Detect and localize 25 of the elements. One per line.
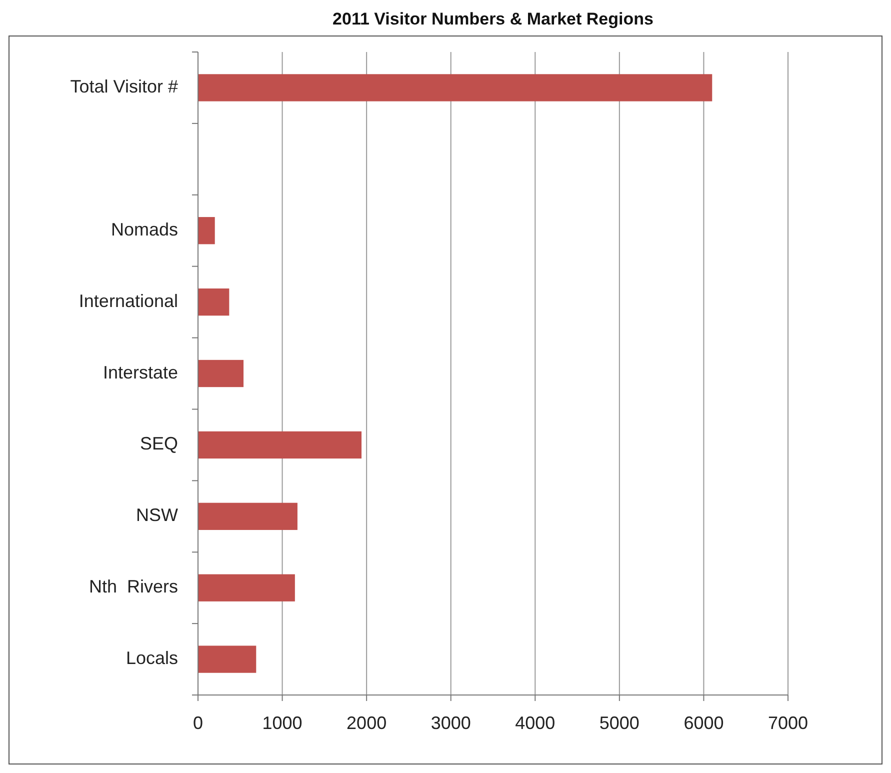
bar (198, 360, 244, 388)
x-tick-label: 1000 (262, 713, 302, 733)
x-tick-label: 3000 (430, 713, 471, 733)
x-tick-label: 6000 (684, 713, 724, 733)
x-tick-label: 2000 (346, 713, 387, 733)
x-tick-label: 0 (192, 713, 204, 733)
bar (198, 431, 362, 459)
y-tick-label: SEQ (140, 434, 178, 454)
chart-title: 2011 Visitor Numbers & Market Regions (332, 9, 654, 28)
bar (198, 217, 215, 244)
bar (198, 288, 230, 316)
y-tick-label: Total Visitor # (70, 76, 178, 96)
x-tick-label: 7000 (768, 713, 808, 733)
y-tick-label: NSW (136, 505, 178, 526)
bar (198, 502, 298, 530)
y-tick-label: International (78, 290, 178, 311)
bar (198, 646, 256, 673)
y-tick-label: Nth Rivers (88, 576, 178, 597)
y-tick-label: Nomads (110, 219, 178, 240)
bar (198, 74, 712, 102)
x-tick-label: 4000 (515, 713, 556, 733)
x-tick-label: 5000 (599, 713, 640, 733)
bar (198, 574, 295, 602)
y-tick-label: Locals (126, 648, 178, 668)
y-tick-label: Interstate (102, 362, 178, 382)
